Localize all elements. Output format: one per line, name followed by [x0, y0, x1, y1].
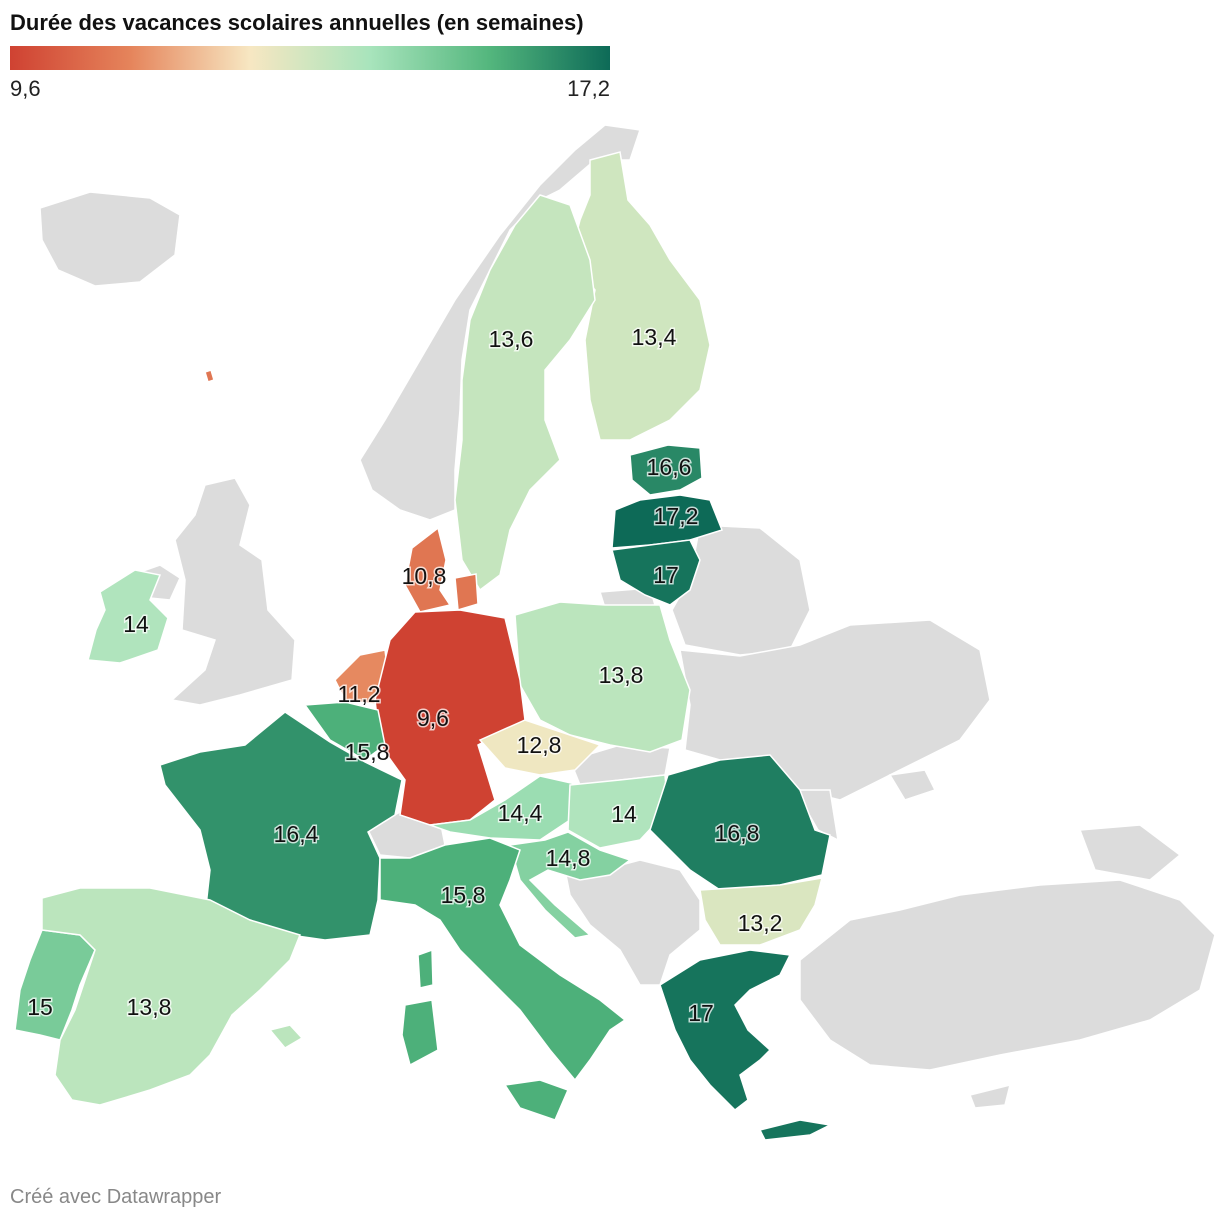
region-lithuania	[611, 539, 701, 606]
value-label-ireland: 14	[123, 611, 149, 637]
cyprus	[968, 1083, 1012, 1109]
western-balkans	[564, 859, 701, 986]
region-estonia	[629, 444, 703, 496]
value-label-slovenia-croatia: 14,8	[546, 845, 591, 871]
data-regions	[14, 151, 833, 1141]
region-germany	[374, 609, 526, 826]
region-bulgaria	[699, 877, 824, 946]
region-slovenia-croatia	[509, 831, 632, 939]
region-sweden	[454, 194, 596, 592]
legend-min-label: 9,6	[10, 76, 41, 101]
value-label-greece: 17	[688, 1000, 714, 1026]
region-france	[159, 711, 403, 941]
region-czechia	[478, 719, 602, 776]
value-label-hungary: 14	[611, 801, 637, 827]
map-title: Durée des vacances scolaires annuelles (…	[10, 10, 584, 35]
value-label-czechia: 12,8	[517, 732, 562, 758]
europe-map: 13,4 13,6 16,6 17,2 17 10,8 14 13,8 11,2 9,6 15,8 1…	[14, 124, 1216, 1141]
region-poland	[514, 601, 691, 753]
value-label-netherlands: 11,2	[337, 681, 380, 707]
iceland	[39, 191, 181, 287]
region-greece	[659, 949, 833, 1141]
region-latvia	[611, 494, 723, 549]
no-data-regions	[39, 124, 1216, 1109]
turkey	[799, 879, 1216, 1071]
value-label-france: 16,4	[274, 821, 319, 847]
footer-credit: Créé avec Datawrapper	[10, 1186, 222, 1208]
value-label-latvia: 17,2	[654, 503, 699, 529]
great-britain	[170, 477, 296, 706]
region-corsica	[417, 948, 434, 989]
value-label-germany: 9,6	[417, 705, 449, 731]
region-spain	[41, 887, 304, 1106]
region-italy	[379, 837, 627, 1121]
value-label-belgium: 15,8	[345, 739, 390, 765]
region-faroe	[204, 369, 215, 383]
crimea	[888, 769, 937, 801]
value-label-sweden: 13,6	[489, 326, 534, 352]
legend-color-bar	[10, 46, 610, 70]
value-label-italy: 15,8	[441, 882, 486, 908]
value-labels: 13,4 13,6 16,6 17,2 17 10,8 14 13,8 11,2 9,6 15,8 1…	[26, 323, 784, 1028]
value-label-lithuania: 17	[653, 562, 679, 588]
value-label-romania: 16,8	[715, 820, 760, 846]
norway	[359, 124, 641, 521]
region-romania	[649, 754, 831, 891]
region-ireland	[87, 569, 169, 664]
value-label-portugal: 15	[27, 994, 53, 1020]
region-belgium	[303, 701, 386, 761]
value-label-poland: 13,8	[599, 662, 644, 688]
ukraine	[679, 619, 991, 801]
region-denmark	[404, 526, 479, 613]
georgia-caucasus	[1078, 824, 1182, 881]
value-label-bulgaria: 13,2	[738, 910, 783, 936]
value-label-estonia: 16,6	[647, 454, 692, 480]
value-label-austria: 14,4	[498, 800, 543, 826]
value-label-finland: 13,4	[632, 324, 677, 350]
value-label-spain: 13,8	[127, 994, 172, 1020]
legend-max-label: 17,2	[567, 76, 610, 101]
value-label-denmark: 10,8	[402, 563, 447, 589]
